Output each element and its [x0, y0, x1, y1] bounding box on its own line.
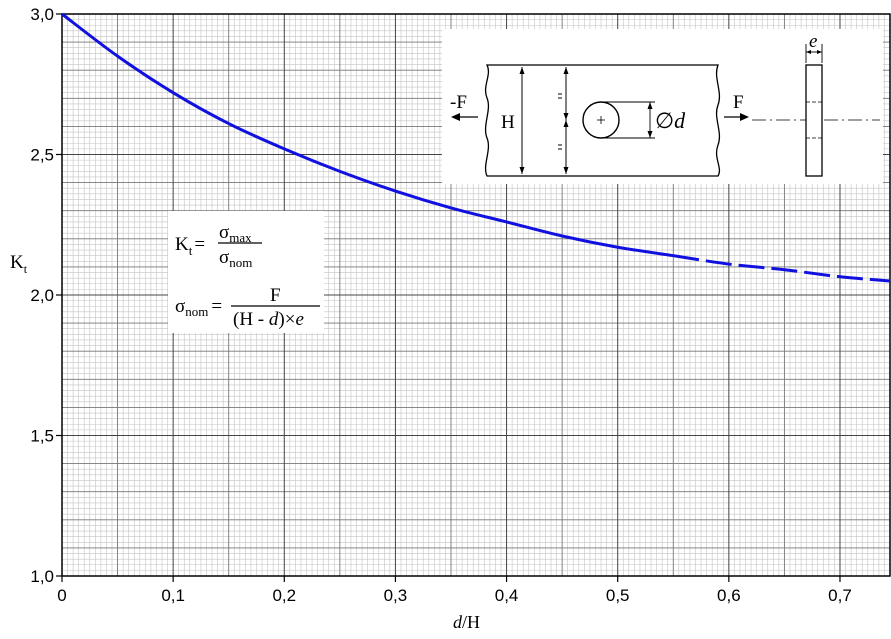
x-tick-label: 0,6 — [717, 586, 741, 605]
y-tick-label: 1,0 — [30, 567, 54, 586]
y-tick-label: 2,0 — [30, 286, 54, 305]
plate-diagram: H ∅d -F F — [442, 29, 883, 184]
x-tick-label: 0,5 — [606, 586, 630, 605]
formula-sigma-numerator: F — [270, 285, 281, 306]
formula-sigma-denominator: (H - d)×e — [233, 309, 304, 330]
x-tick-label: 0 — [57, 586, 66, 605]
x-tick-label: 0,7 — [828, 586, 852, 605]
y-axis-label: Kt — [10, 252, 28, 276]
formula-kt-denominator: σnom — [219, 247, 252, 270]
y-tick-label: 2,5 — [30, 146, 54, 165]
height-label: H — [501, 112, 515, 133]
formula-kt-numerator: σmax — [219, 222, 252, 245]
axis-ticks: 0 0,1 0,2 0,3 0,4 0,5 0,6 0,7 1,0 1,5 2,0 2,5 3,0 — [30, 5, 851, 605]
series-line-dashed — [673, 254, 891, 283]
series-group — [61, 12, 891, 283]
x-tick-label: 0,1 — [161, 586, 185, 605]
y-tick-label: 3,0 — [30, 5, 54, 24]
x-tick-label: 0,4 — [495, 586, 519, 605]
plate-side-view — [805, 64, 823, 177]
formula-kt: Kt = — [175, 234, 205, 258]
formula-box: Kt = σmax σnom σnom = F (H - d)×e — [168, 211, 324, 333]
force-right-label: F — [733, 92, 744, 113]
x-axis-label: d/H — [453, 612, 480, 632]
y-tick-label: 1,5 — [30, 427, 54, 446]
diameter-label: ∅d — [655, 108, 686, 133]
x-tick-label: 0,3 — [384, 586, 408, 605]
formula-sigma-nom: σnom = — [175, 296, 222, 319]
plate-outline — [484, 64, 721, 177]
thickness-label: e — [809, 31, 817, 52]
x-tick-label: 0,2 — [272, 586, 296, 605]
force-left-label: -F — [450, 92, 467, 113]
series-line-solid — [61, 12, 674, 258]
